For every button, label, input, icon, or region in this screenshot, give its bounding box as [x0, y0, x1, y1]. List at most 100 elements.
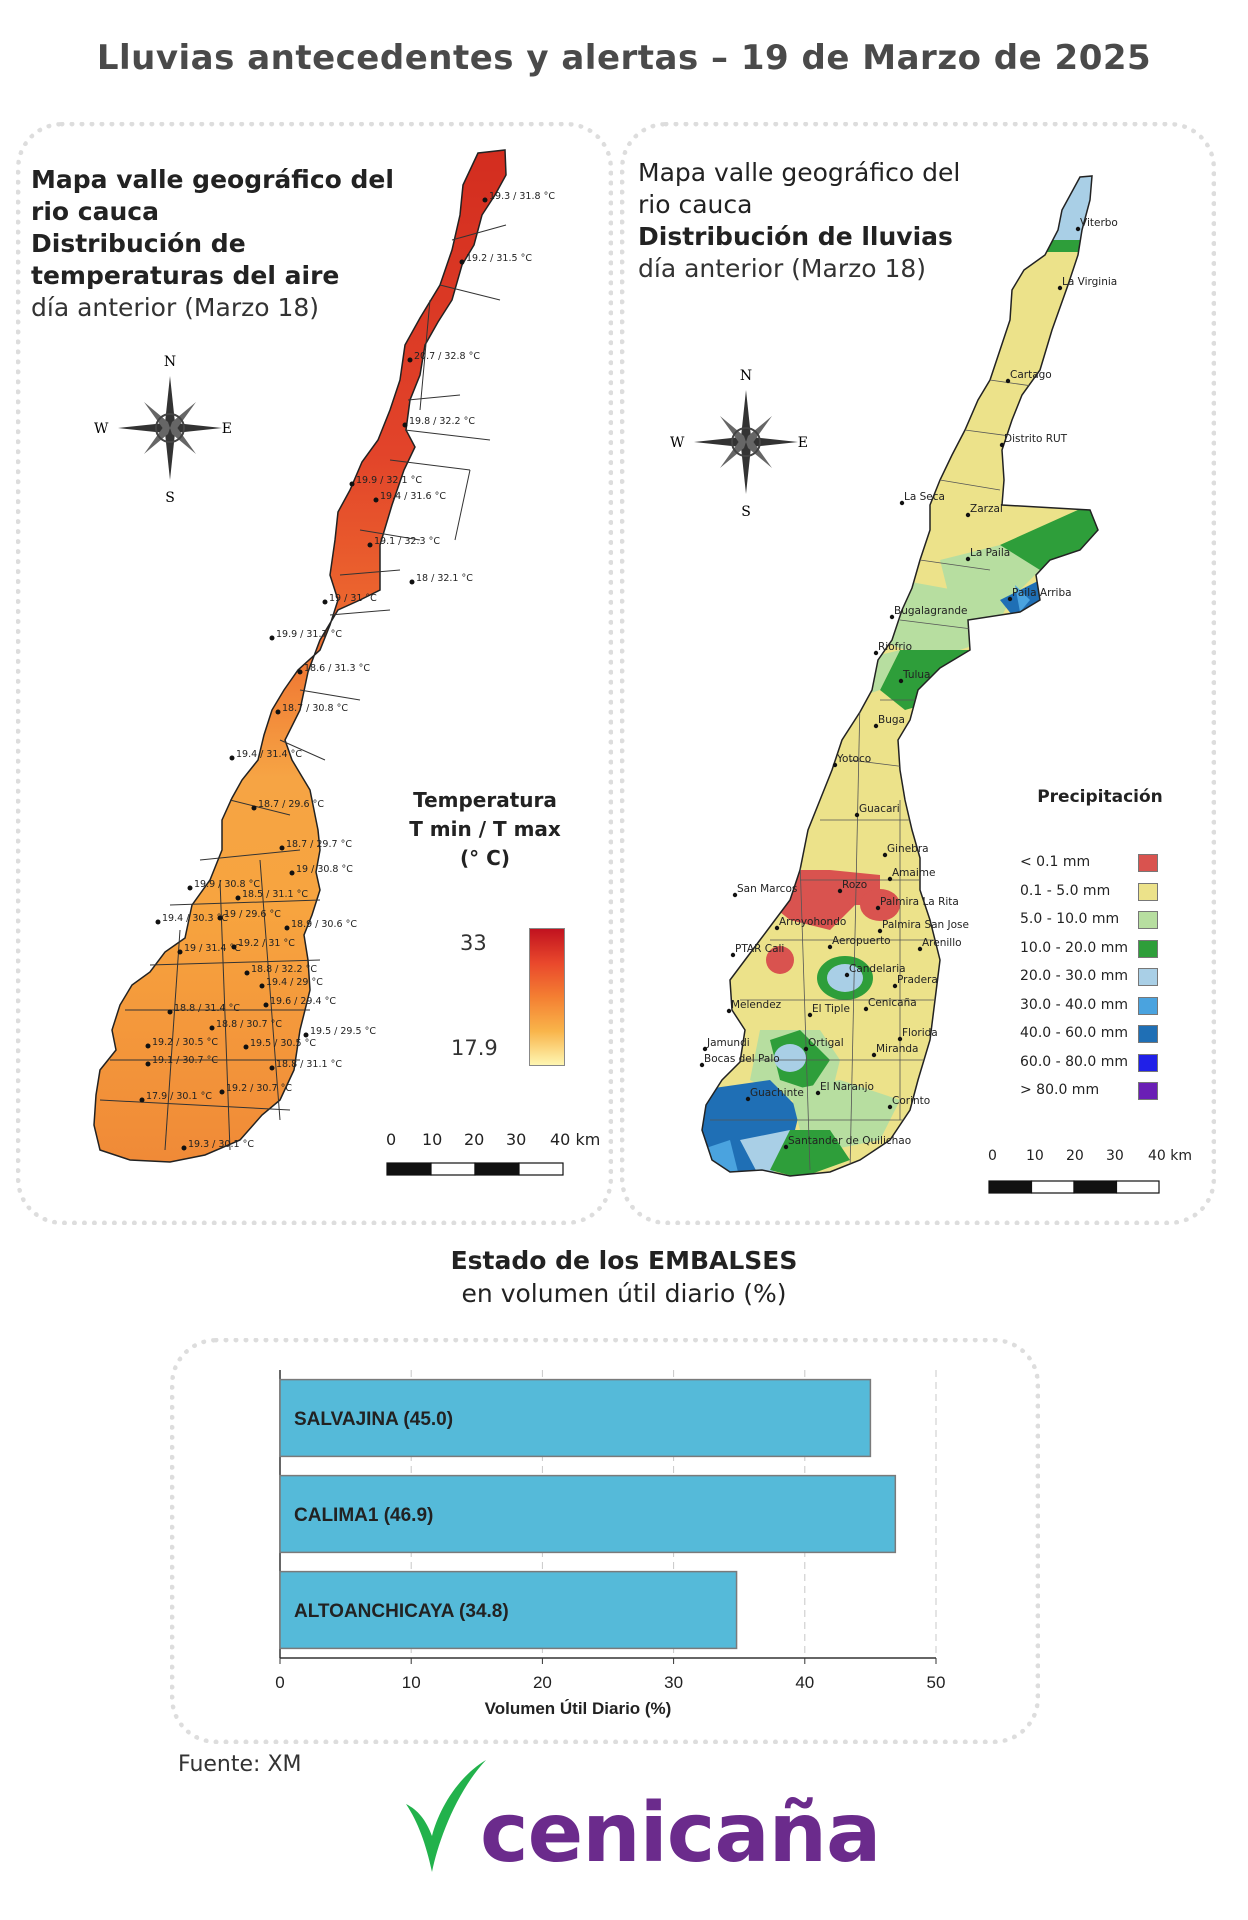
town-label: Bocas del Palo	[704, 1053, 780, 1065]
temp-station-dot	[235, 895, 241, 901]
precip-legend-label: < 0.1 mm	[1020, 854, 1091, 870]
temp-map-title: Mapa valle geográfico del rio cauca Dist…	[31, 164, 394, 324]
town-label: Paila Arriba	[1012, 587, 1072, 599]
temp-station-dot	[275, 709, 281, 715]
rainfall-map-panel	[620, 122, 1216, 1225]
temp-station-dot	[177, 949, 183, 955]
town-dot	[965, 512, 971, 518]
source-note: Fuente: XM	[178, 1752, 302, 1777]
town-dot	[965, 556, 971, 562]
x-tick-label: 30	[664, 1673, 683, 1692]
reservoir-bar-label: SALVAJINA (45.0)	[294, 1409, 453, 1430]
town-dot	[875, 905, 881, 911]
temp-station-dot	[289, 870, 295, 876]
rain-title-line-3: Distribución de lluvias	[638, 222, 953, 251]
rain-compass-e: E	[798, 435, 808, 451]
town-dot	[899, 500, 905, 506]
compass-e: E	[222, 421, 232, 437]
temp-station-dot	[209, 1025, 215, 1031]
scale-label: 10	[1026, 1148, 1044, 1164]
precip-legend-label: 40.0 - 60.0 mm	[1020, 1025, 1129, 1041]
temp-station-label: 19 / 31.4 °C	[184, 943, 241, 954]
town-dot	[730, 952, 736, 958]
temp-station-label: 18.8 / 32.2 °C	[251, 964, 317, 975]
town-dot	[873, 723, 879, 729]
town-label: Tulua	[902, 669, 930, 681]
temp-station-label: 19.5 / 29.5 °C	[310, 1026, 376, 1037]
temp-station-label: 18.9 / 30.6 °C	[291, 919, 357, 930]
embalses-title: Estado de los EMBALSES en volumen útil d…	[0, 1244, 1248, 1310]
town-dot	[1075, 226, 1081, 232]
town-label: Arenillo	[922, 937, 962, 949]
temp-station-dot	[219, 1089, 225, 1095]
town-label: Amaime	[892, 867, 935, 879]
temp-station-dot	[349, 481, 355, 487]
precip-legend-swatch	[1138, 1053, 1158, 1072]
temp-legend-title: Temperatura T min / T max (° C)	[405, 786, 565, 873]
temp-station-dot	[322, 599, 328, 605]
town-label: Buga	[878, 714, 905, 726]
temp-station-label: 19.6 / 29.4 °C	[270, 996, 336, 1007]
x-axis-label: Volumen Útil Diario (%)	[485, 1699, 672, 1718]
town-label: Yotoco	[836, 753, 871, 765]
temp-station-dot	[244, 970, 250, 976]
rain-compass-rose: N S E W	[670, 368, 808, 518]
temp-station-dot	[269, 635, 275, 641]
temperature-map-region	[93, 149, 507, 1163]
town-dot	[887, 1104, 893, 1110]
town-label: Melendez	[731, 999, 782, 1011]
temp-station-dot	[145, 1043, 151, 1049]
temp-station-dot	[231, 944, 237, 950]
rainfall-town-points: Viterbo La Virginia Cartago Distrito RUT La …	[699, 217, 1118, 1150]
town-dot	[898, 678, 904, 684]
town-dot	[815, 1090, 821, 1096]
temp-station-dot	[367, 542, 373, 548]
compass-n: N	[164, 354, 176, 370]
temp-station-dot	[139, 1097, 145, 1103]
reservoir-chart-panel	[170, 1338, 1040, 1744]
town-dot	[732, 892, 738, 898]
temp-station-dot	[269, 1065, 275, 1071]
temp-station-dot	[155, 919, 161, 925]
temp-title-line-3: Distribución de	[31, 229, 246, 258]
town-label: El Naranjo	[820, 1081, 874, 1093]
temperature-map-panel	[16, 122, 613, 1225]
temp-station-dot	[259, 983, 265, 989]
rain-title-line-2: rio cauca	[638, 190, 753, 219]
temp-station-label: 18.5 / 31.1 °C	[242, 889, 308, 900]
temp-color-ramp	[529, 928, 565, 1066]
rain-map-title: Mapa valle geográfico del rio cauca Dist…	[638, 157, 960, 285]
rain-compass-s: S	[741, 504, 751, 518]
town-label: Cenicaña	[868, 997, 917, 1009]
temp-station-label: 19.9 / 32.1 °C	[356, 475, 422, 486]
temp-station-label: 19.1 / 32.3 °C	[374, 536, 440, 547]
reservoir-bar-label: ALTOANCHICAYA (34.8)	[294, 1601, 509, 1622]
temp-station-label: 19.5 / 30.5 °C	[250, 1038, 316, 1049]
town-label: Riofrio	[878, 641, 912, 653]
town-dot	[837, 888, 843, 894]
temp-station-dot	[229, 755, 235, 761]
temp-station-dot	[279, 845, 285, 851]
town-label: Viterbo	[1080, 217, 1118, 229]
compass-s: S	[165, 490, 175, 504]
town-dot	[832, 762, 838, 768]
scale-label: 30	[1106, 1148, 1124, 1164]
temp-station-label: 19.2 / 30.5 °C	[152, 1037, 218, 1048]
temp-station-label: 18.8 / 30.7 °C	[216, 1019, 282, 1030]
town-dot	[999, 442, 1005, 448]
temp-legend-min: 17.9	[451, 1036, 498, 1060]
temp-station-label: 19.4 / 30.3 °C	[162, 913, 228, 924]
temp-station-dot	[297, 669, 303, 675]
temp-station-label: 17.9 / 30.1 °C	[146, 1091, 212, 1102]
temp-station-dot	[284, 925, 290, 931]
temp-legend-max: 33	[460, 931, 487, 955]
temp-station-label: 19.1 / 30.7 °C	[152, 1055, 218, 1066]
town-label: San Marcos	[737, 883, 797, 895]
town-dot	[745, 1096, 751, 1102]
precip-legend-swatch	[1138, 1025, 1158, 1043]
town-dot	[863, 1006, 869, 1012]
rain-title-line-1: Mapa valle geográfico del	[638, 158, 961, 187]
town-label: Miranda	[876, 1043, 918, 1055]
